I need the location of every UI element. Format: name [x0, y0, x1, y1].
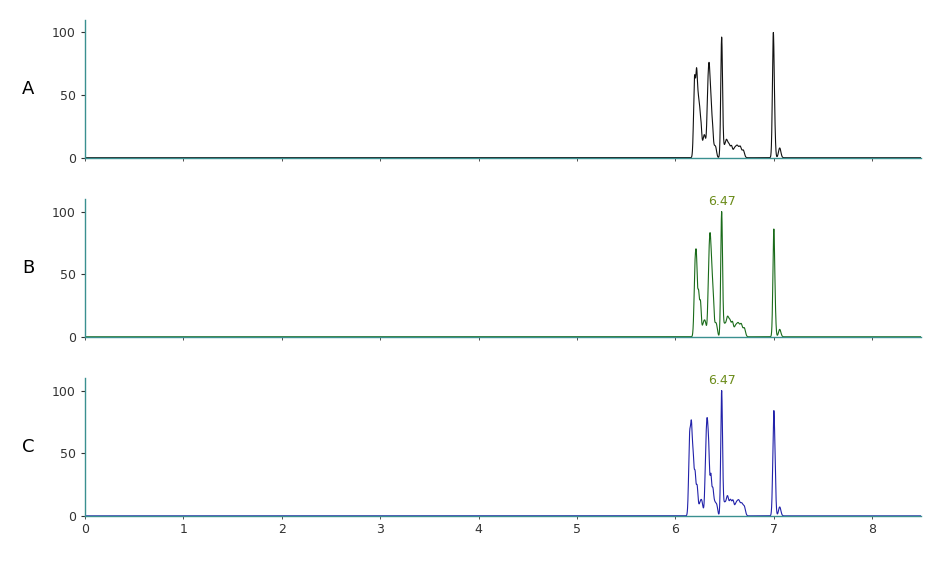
Text: 6.47: 6.47 [707, 374, 734, 387]
Text: B: B [22, 259, 34, 277]
Text: A: A [22, 80, 34, 98]
Text: 6.47: 6.47 [707, 195, 734, 208]
Text: C: C [22, 438, 34, 456]
